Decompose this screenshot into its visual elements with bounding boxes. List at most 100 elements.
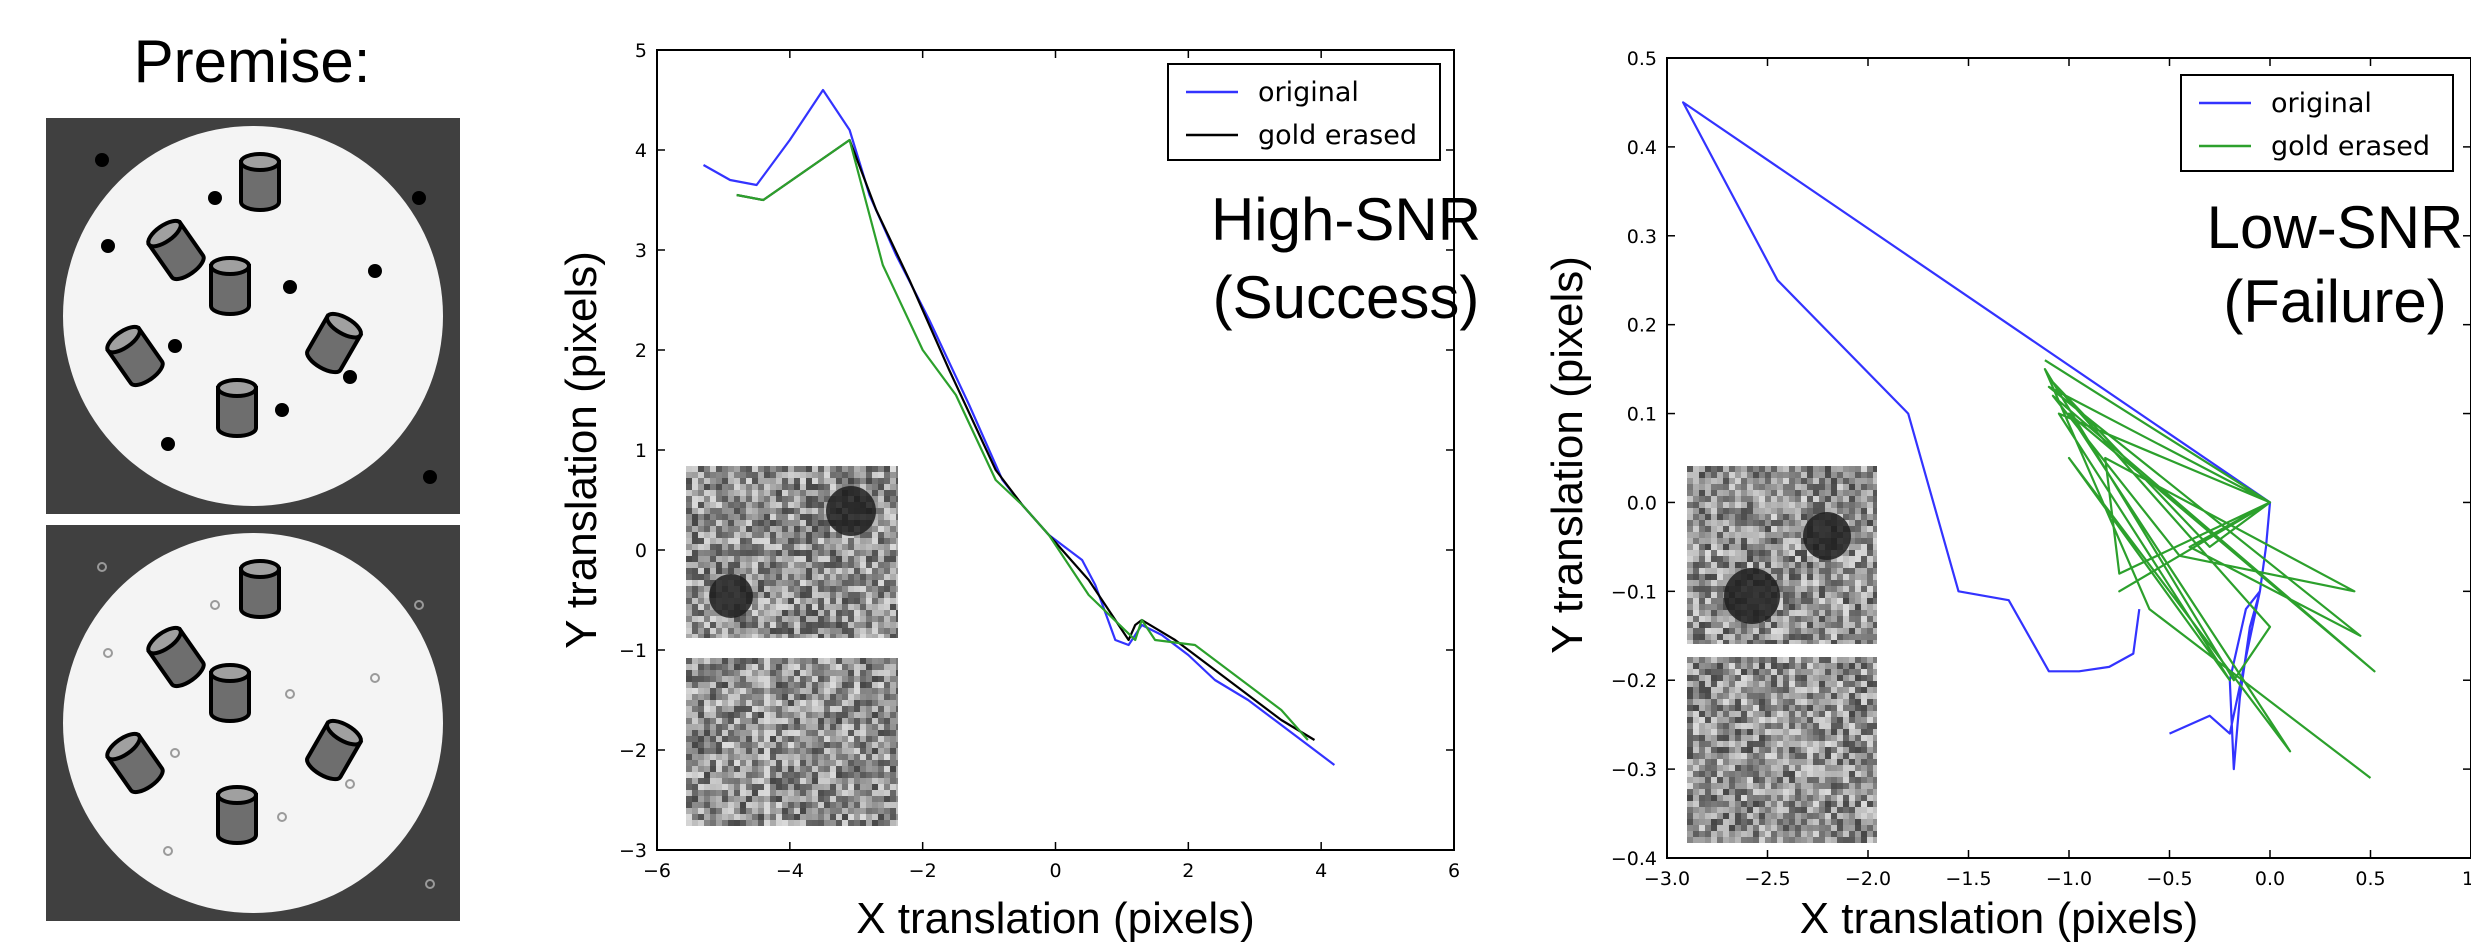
y-tick-label: 0.1	[1627, 404, 1657, 426]
y-tick-label: 3	[635, 240, 647, 262]
y-tick-label: 0.3	[1627, 226, 1657, 248]
x-axis-label: X translation (pixels)	[856, 894, 1255, 943]
cylinder-icon	[105, 324, 165, 388]
premise-panel-after	[46, 525, 460, 921]
y-tick-label: −0.3	[1611, 759, 1657, 781]
x-tick-label: −2	[909, 860, 937, 882]
y-tick-label: −3	[619, 840, 647, 862]
x-tick-label: −6	[643, 860, 671, 882]
gold-bead-icon	[283, 280, 297, 294]
micrograph-insets	[1687, 466, 1877, 843]
x-tick-label: 2	[1182, 860, 1194, 882]
x-tick-label: −1.0	[2046, 868, 2092, 890]
erased-bead-icon	[285, 689, 295, 699]
y-tick-label: 0.4	[1627, 137, 1657, 159]
erased-bead-icon	[163, 846, 173, 856]
y-tick-label: 2	[635, 340, 647, 362]
x-tick-label: 0.5	[2355, 868, 2385, 890]
x-tick-label: −1.5	[1945, 868, 1991, 890]
gold-bead-icon	[368, 264, 382, 278]
y-axis-label: Y translation (pixels)	[557, 251, 606, 649]
annotation-outcome: (Success)	[1213, 264, 1480, 331]
erased-bead-icon	[277, 812, 287, 822]
cylinder-icon	[305, 718, 364, 782]
micrograph-insets	[686, 466, 898, 826]
erased-bead-icon	[210, 600, 220, 610]
cylinder-icon	[146, 625, 206, 689]
erased-bead-icon	[414, 600, 424, 610]
x-tick-label: −0.5	[2146, 868, 2192, 890]
erased-bead-icon	[170, 748, 180, 758]
gold-particle	[709, 574, 753, 618]
gold-bead-icon	[101, 239, 115, 253]
cylinder-icon	[216, 785, 258, 845]
cylinder-icon	[239, 559, 281, 619]
gold-bead-icon	[343, 370, 357, 384]
cylinder-icon	[216, 378, 258, 438]
sample-disk	[63, 533, 443, 913]
y-tick-label: 1	[635, 440, 647, 462]
y-tick-label: −2	[619, 740, 647, 762]
gold-bead-icon	[168, 339, 182, 353]
annotation-outcome: (Failure)	[2223, 268, 2446, 335]
annotation-snr: Low-SNR	[2207, 194, 2464, 261]
tick-labels: −3.0 −2.5 −2.0 −1.5 −1.0 −0.5 0.0 0.5 1. −0.4 −0.3…	[1611, 48, 2471, 890]
y-tick-label: −1	[619, 640, 647, 662]
legend-label: original	[1258, 77, 1359, 108]
series-line-1	[2043, 359, 2376, 779]
x-tick-label: −2.5	[1744, 868, 1790, 890]
x-tick-label: 6	[1448, 860, 1460, 882]
cylinder-icon	[209, 663, 251, 723]
legend: original gold erased	[2180, 74, 2454, 172]
y-tick-label: 0.0	[1627, 492, 1657, 514]
series-line-2	[736, 138, 1309, 741]
sample-disk	[63, 126, 443, 506]
gold-particle	[1803, 512, 1851, 560]
y-tick-label: 0.5	[1627, 48, 1657, 70]
legend-label: gold erased	[2271, 131, 2430, 162]
gold-particle	[1724, 568, 1780, 624]
y-tick-label: 4	[635, 140, 647, 162]
erased-bead-icon	[103, 648, 113, 658]
legend-box	[1167, 63, 1441, 161]
gold-bead-icon	[161, 437, 175, 451]
erased-bead-icon	[97, 562, 107, 572]
y-tick-label: 0	[635, 540, 647, 562]
erased-bead-icon	[370, 673, 380, 683]
x-axis-label: X translation (pixels)	[1800, 894, 2199, 943]
legend-label: original	[2271, 88, 2372, 119]
chart-low-snr: −3.0 −2.5 −2.0 −1.5 −1.0 −0.5 0.0 0.5 1. −0.4 −0.3…	[1543, 48, 2471, 943]
cylinder-icon	[146, 218, 206, 282]
y-tick-label: −0.2	[1611, 670, 1657, 692]
y-tick-label: 0.2	[1627, 315, 1657, 337]
x-tick-label: −3.0	[1644, 868, 1690, 890]
tick-labels: −6 −4 −2 0 2 4 6 −3 −2 −1 0 1 2 3 4 5	[619, 40, 1460, 882]
gold-bead-icon	[412, 191, 426, 205]
gold-bead-icon	[208, 191, 222, 205]
gold-bead-icon	[95, 153, 109, 167]
cylinder-icon	[105, 731, 165, 795]
x-tick-label: 0	[1049, 860, 1061, 882]
annotation-snr: High-SNR	[1211, 186, 1481, 253]
gold-bead-icon	[275, 403, 289, 417]
y-tick-label: −0.1	[1611, 581, 1657, 603]
premise-title: Premise:	[134, 28, 371, 95]
gold-particle	[826, 486, 876, 536]
cylinder-icon	[305, 311, 364, 375]
cylinder-icon	[239, 152, 281, 212]
y-tick-label: 5	[635, 40, 647, 62]
legend-label: gold erased	[1258, 120, 1417, 151]
cylinder-icon	[209, 256, 251, 316]
x-tick-label: −4	[776, 860, 804, 882]
legend-box	[2180, 74, 2454, 172]
legend: original gold erased	[1167, 63, 1441, 161]
y-tick-label: −0.4	[1611, 848, 1657, 870]
x-tick-label: 4	[1315, 860, 1327, 882]
erased-bead-icon	[425, 879, 435, 889]
x-tick-label: 1.	[2462, 868, 2471, 890]
series-line-1	[736, 138, 1316, 741]
y-axis-label: Y translation (pixels)	[1543, 256, 1592, 654]
chart-high-snr: −6 −4 −2 0 2 4 6 −3 −2 −1 0 1 2 3 4 5 X translation (pi…	[557, 40, 1481, 943]
premise-panel-before	[46, 118, 460, 514]
